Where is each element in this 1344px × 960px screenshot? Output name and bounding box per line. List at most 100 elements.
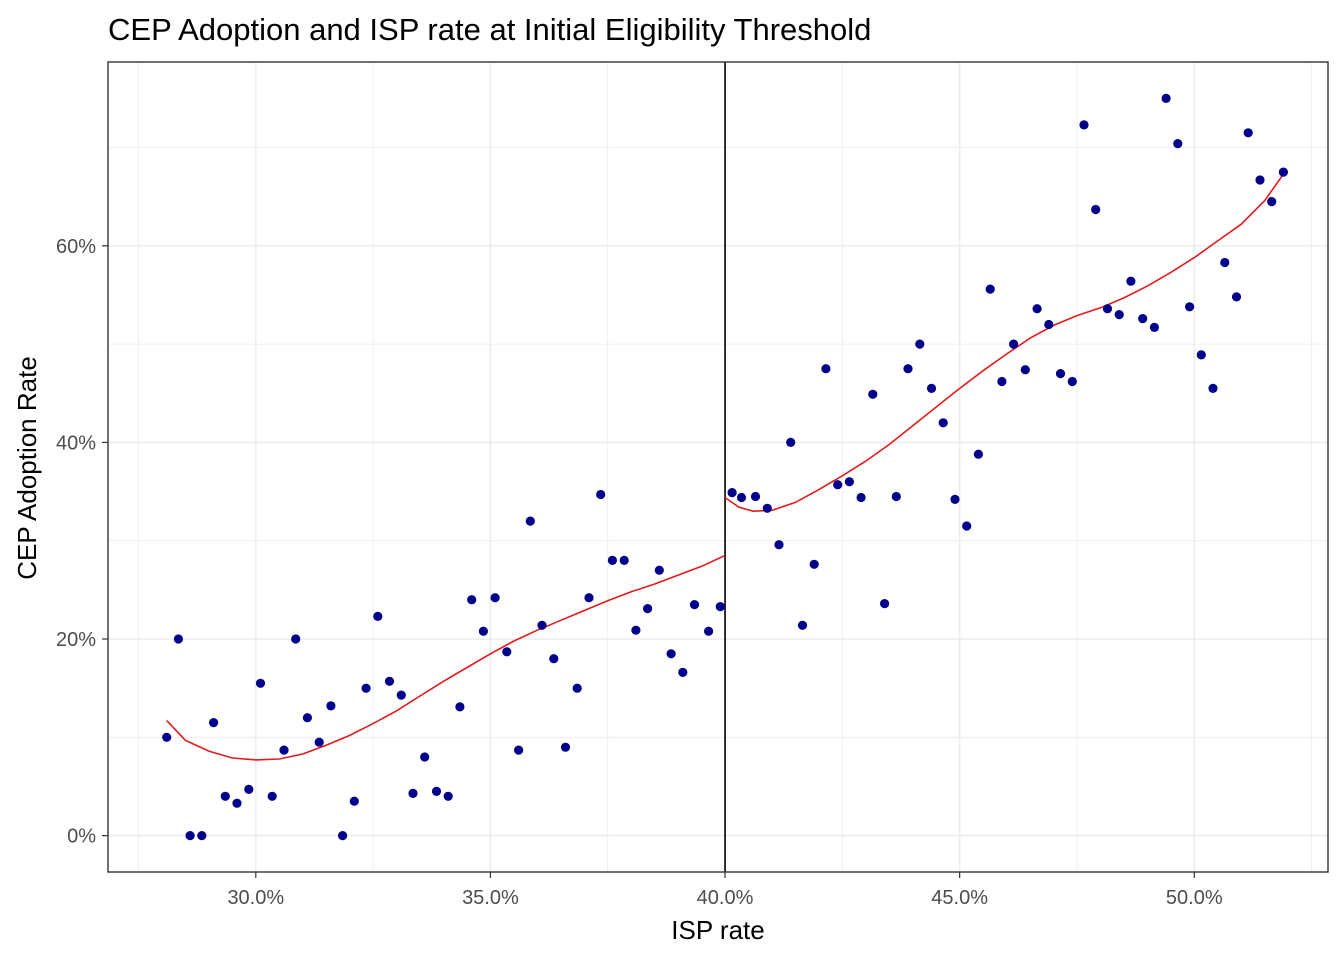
fit-curve-right: [724, 173, 1285, 513]
data-point: [1032, 304, 1042, 314]
data-point: [373, 611, 383, 622]
data-point: [619, 555, 629, 566]
data-point: [844, 477, 855, 487]
data-point: [1067, 376, 1077, 387]
data-point: [1161, 93, 1171, 103]
data-point: [1173, 139, 1183, 149]
data-point: [1020, 365, 1030, 375]
data-point: [1208, 383, 1218, 393]
data-point: [774, 540, 784, 550]
plot-frame: [107, 61, 1329, 873]
data-point: [833, 480, 843, 490]
data-point: [1255, 175, 1265, 185]
data-point: [502, 647, 512, 657]
x-axis-title: ISP rate: [671, 915, 764, 945]
data-point: [607, 555, 618, 566]
data-point: [750, 491, 761, 502]
data-point: [856, 492, 866, 503]
data-point: [654, 565, 664, 575]
data-point: [255, 678, 266, 688]
data-point: [727, 488, 737, 498]
data-point: [525, 516, 535, 526]
data-point: [962, 521, 972, 531]
data-point: [291, 634, 301, 644]
data-point: [537, 620, 547, 630]
data-point: [467, 595, 477, 605]
data-point: [1149, 322, 1159, 332]
data-point: [596, 489, 606, 500]
x-tick-label: 30.0%: [227, 887, 284, 909]
data-point: [267, 791, 277, 801]
data-point: [985, 284, 995, 294]
data-point: [209, 718, 219, 728]
data-point: [326, 701, 336, 711]
grid-minor: [108, 62, 1328, 872]
fit-curve-left: [166, 554, 726, 761]
data-point: [173, 634, 183, 644]
data-point: [715, 602, 725, 612]
data-point: [950, 494, 960, 504]
data-point: [1126, 276, 1136, 286]
data-point: [678, 667, 688, 678]
chart-title: CEP Adoption and ISP rate at Initial Eli…: [108, 12, 871, 47]
data-point: [220, 791, 230, 801]
y-tick-label: 60%: [56, 236, 96, 258]
data-point: [1044, 319, 1054, 330]
plot-panel: [108, 62, 1328, 872]
y-tick-label: 0%: [67, 826, 96, 848]
data-point: [973, 449, 984, 459]
y-axis-title: CEP Adoption Rate: [12, 356, 42, 580]
data-point: [279, 745, 289, 755]
data-point: [926, 383, 937, 393]
data-point: [704, 626, 714, 636]
data-point: [631, 625, 641, 635]
data-point: [762, 503, 772, 513]
x-tick-label: 40.0%: [697, 887, 754, 909]
data-point: [396, 690, 406, 700]
data-point: [1079, 120, 1089, 130]
data-point: [868, 389, 878, 399]
data-point: [1196, 350, 1206, 360]
data-point: [232, 798, 242, 808]
x-tick-label: 50.0%: [1166, 887, 1223, 909]
data-point: [443, 791, 453, 801]
data-point: [302, 713, 312, 723]
y-tick-label: 40%: [56, 432, 96, 454]
data-point: [408, 788, 418, 799]
data-point: [549, 654, 559, 664]
data-point: [1267, 197, 1277, 207]
data-point: [431, 786, 442, 797]
data-point: [997, 376, 1007, 387]
data-point: [1243, 128, 1253, 138]
data-point: [197, 831, 207, 841]
data-point: [903, 364, 913, 374]
y-tick-label: 20%: [56, 629, 96, 651]
data-point: [1091, 204, 1101, 215]
data-point: [880, 599, 890, 609]
data-point: [1220, 257, 1230, 268]
data-point: [185, 831, 195, 841]
data-point: [338, 831, 348, 841]
data-point: [736, 492, 747, 503]
data-point: [938, 418, 948, 428]
data-point: [314, 737, 324, 747]
data-point: [915, 339, 925, 349]
data-point: [384, 676, 395, 686]
data-point: [420, 752, 430, 762]
data-point: [162, 732, 172, 742]
data-point: [1009, 339, 1019, 349]
data-point: [478, 626, 488, 636]
data-point: [666, 649, 676, 659]
data-point: [349, 796, 359, 806]
y-axis-ticks: 0% 20% 40% 60%: [56, 236, 108, 848]
data-point: [514, 745, 524, 755]
data-point: [1278, 167, 1288, 177]
data-point: [643, 604, 653, 614]
data-point: [560, 742, 571, 752]
data-point: [1102, 304, 1113, 314]
x-axis-ticks: 30.0% 35.0% 40.0% 45.0% 50.0%: [227, 872, 1223, 909]
data-point: [797, 620, 808, 630]
data-point: [572, 683, 582, 693]
data-point: [891, 491, 901, 502]
